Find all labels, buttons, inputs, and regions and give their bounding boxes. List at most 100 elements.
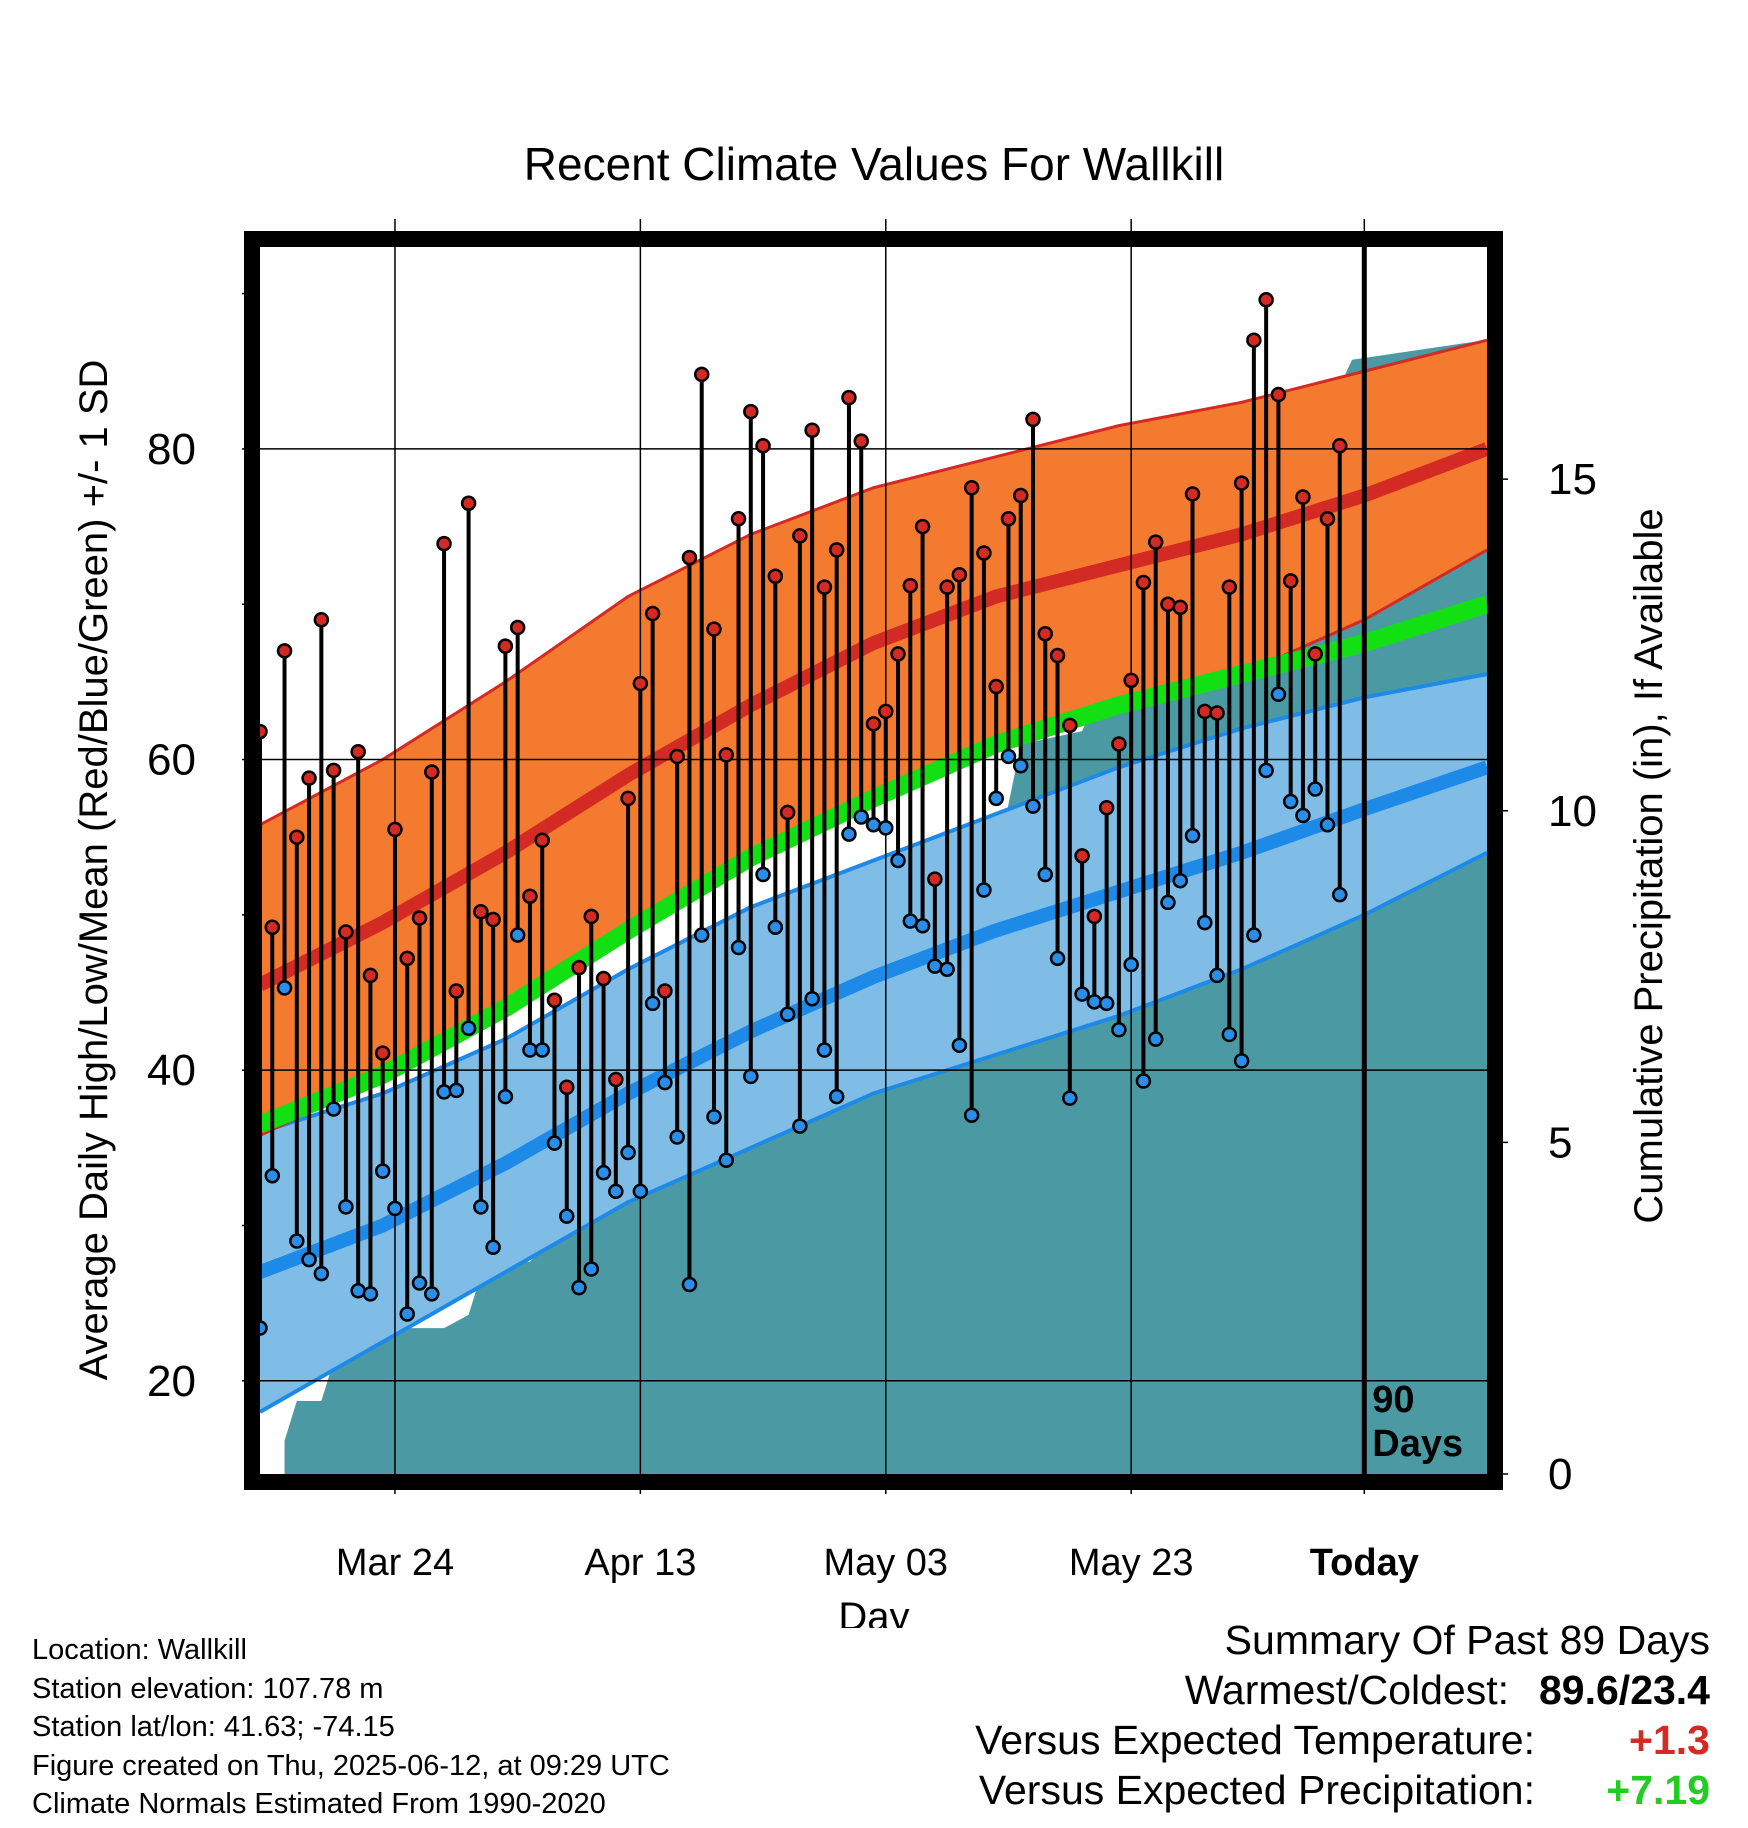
- high-point: [1221, 579, 1238, 595]
- low-point: [718, 1152, 735, 1169]
- low-point: [1270, 686, 1287, 703]
- low-point: [460, 1020, 477, 1036]
- high-point: [362, 967, 379, 984]
- summary-temp-label: Versus Expected Temperature:: [975, 1717, 1535, 1763]
- summary-warm-label: Warmest/Coldest:: [1184, 1667, 1509, 1713]
- high-point: [1295, 489, 1311, 505]
- high-point: [1233, 475, 1250, 491]
- low-point: [350, 1282, 366, 1299]
- low-point: [1135, 1073, 1152, 1089]
- low-point: [681, 1276, 698, 1293]
- high-point: [1282, 573, 1299, 589]
- low-point: [841, 826, 857, 842]
- high-point: [902, 577, 919, 594]
- y2-tick-label: 15: [1548, 455, 1597, 504]
- high-point: [1037, 625, 1054, 642]
- summary-warm-value: 89.6/23.4: [1539, 1667, 1710, 1713]
- low-point: [890, 852, 906, 869]
- low-point: [865, 817, 882, 833]
- high-point: [988, 678, 1004, 695]
- y2-tick-label: 5: [1548, 1118, 1572, 1167]
- high-point: [559, 1079, 575, 1096]
- high-point: [1074, 848, 1090, 864]
- high-point: [1062, 717, 1078, 734]
- summary-panel: Summary Of Past 89 Days Warmest/Coldest:…: [975, 1615, 1710, 1815]
- high-point: [767, 568, 784, 585]
- low-point: [260, 1320, 268, 1336]
- y2-axis-label: Cumulative Precipitation (in), If Availa…: [1627, 508, 1671, 1223]
- high-point: [1172, 599, 1188, 616]
- summary-temp-row: Versus Expected Temperature: +1.3: [975, 1715, 1710, 1765]
- precip-area: [260, 339, 1487, 1474]
- low-point: [963, 1107, 980, 1123]
- climate-chart: Recent Climate Values For Wallkill 90 Day…: [72, 138, 1671, 1628]
- high-point: [350, 744, 366, 760]
- high-point: [1025, 411, 1041, 428]
- high-point: [951, 566, 968, 583]
- plot-area: 90 Days: [260, 247, 1487, 1474]
- low-point: [792, 1118, 808, 1134]
- low-point: [1221, 1026, 1238, 1043]
- high-point: [301, 770, 317, 786]
- low-point: [657, 1074, 673, 1091]
- high-point: [595, 970, 612, 987]
- low-point: [743, 1068, 759, 1085]
- high-point: [1197, 703, 1213, 720]
- low-point: [1037, 866, 1054, 883]
- low-point: [620, 1144, 636, 1161]
- high-point: [927, 871, 943, 887]
- y-tick-label: 40: [147, 1046, 196, 1095]
- low-point: [1123, 956, 1139, 973]
- high-point: [865, 716, 882, 732]
- low-point: [1209, 967, 1225, 984]
- high-normal-line: [260, 442, 1487, 991]
- low-point: [878, 820, 894, 836]
- low-point: [914, 917, 931, 934]
- low-point: [509, 927, 526, 943]
- low-point: [1062, 1090, 1078, 1106]
- high-point: [546, 992, 563, 1009]
- info-normals: Climate Normals Estimated From 1990-2020: [32, 1788, 606, 1820]
- info-location: Location: Wallkill: [32, 1634, 247, 1666]
- low-point: [693, 927, 710, 943]
- low-point: [951, 1037, 968, 1054]
- low-point: [1184, 827, 1201, 844]
- high-point: [1086, 908, 1103, 925]
- low-point: [644, 995, 661, 1012]
- low-point: [485, 1239, 501, 1255]
- low-point: [1282, 793, 1299, 810]
- y-tick-label: 20: [147, 1357, 196, 1406]
- low-point: [1074, 986, 1090, 1002]
- high-point: [289, 829, 305, 845]
- high-point: [1246, 332, 1262, 348]
- high-point: [1111, 736, 1127, 752]
- high-point: [260, 723, 268, 740]
- low-point: [816, 1042, 833, 1058]
- low-point: [632, 1183, 649, 1200]
- high-point: [730, 511, 747, 527]
- low-point: [1332, 886, 1348, 903]
- summary-temp-value: +1.3: [1629, 1717, 1710, 1763]
- high-point: [374, 1045, 391, 1061]
- high-point: [890, 646, 906, 662]
- high-point: [914, 518, 931, 535]
- high-point: [411, 910, 428, 926]
- low-point: [436, 1084, 452, 1100]
- high-point: [1270, 386, 1287, 403]
- low-point: [374, 1163, 391, 1179]
- high-point: [828, 542, 845, 558]
- low-point: [289, 1233, 305, 1249]
- info-elevation: Station elevation: 107.78 m: [32, 1672, 384, 1705]
- low-point: [571, 1279, 587, 1296]
- high-point: [1135, 574, 1152, 591]
- high-point: [264, 919, 281, 936]
- low-point: [338, 1199, 354, 1215]
- high-point: [522, 888, 538, 904]
- high-point: [1123, 672, 1139, 689]
- info-latlon: Station lat/lon: 41.63; -74.15: [32, 1711, 395, 1743]
- x-axis-label: Day: [838, 1595, 909, 1628]
- high-point: [387, 821, 403, 838]
- high-point: [792, 528, 808, 544]
- summary-warm-row: Warmest/Coldest: 89.6/23.4: [975, 1665, 1710, 1715]
- today-days-label: 90 Days: [1372, 1379, 1463, 1465]
